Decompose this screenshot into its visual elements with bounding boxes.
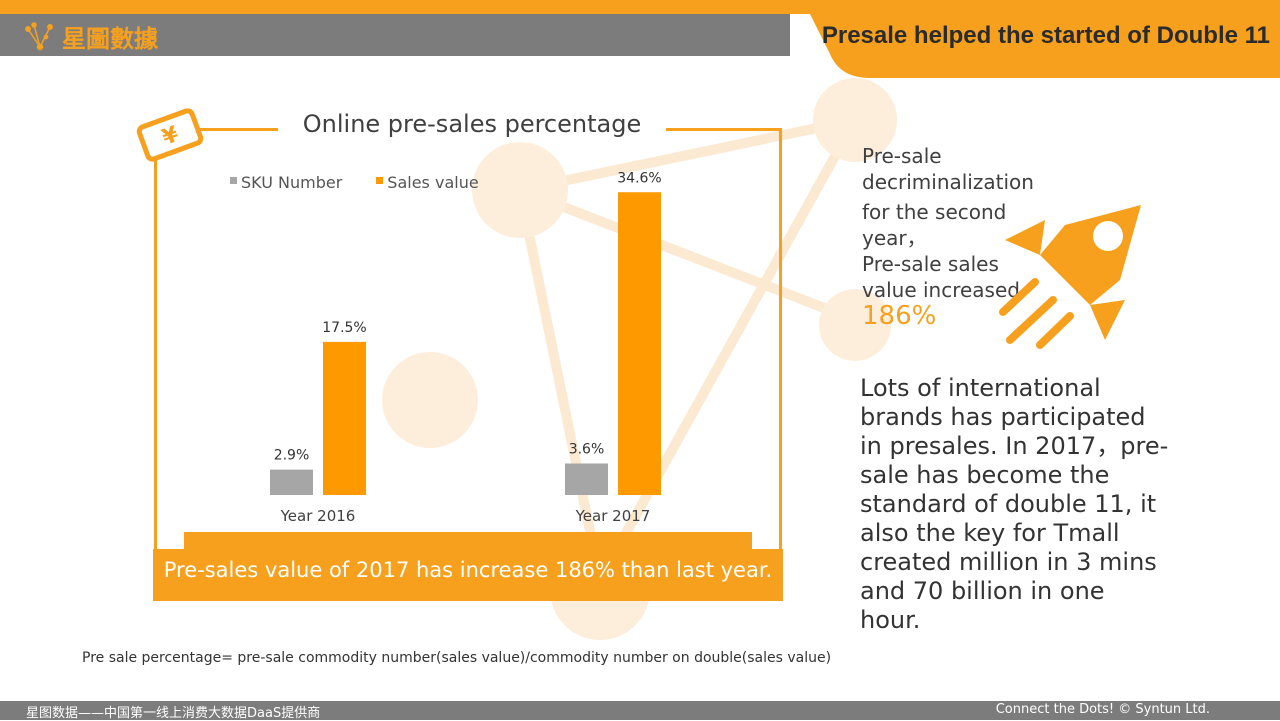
data-label-sales-0: 17.5% [322,320,366,336]
bar-sales-1 [618,192,661,495]
frame-title-gap [278,120,666,136]
data-label-sku-1: 3.6% [569,442,605,458]
summary-line-3: for the second year， [862,200,1007,250]
x-tick-label-1: Year 2017 [575,507,651,525]
legend-item-sku: SKU Number [230,173,342,192]
summary-percent: 186% [862,301,937,331]
data-label-sales-1: 34.6% [617,170,661,186]
brands-description: Lots of international brands has partici… [860,374,1169,634]
header-gray-band [0,14,790,56]
legend-label-sku: SKU Number [241,173,343,192]
note-box [153,549,783,601]
summary-line-1: Pre-sale [862,144,942,168]
note-tab [184,532,752,552]
title-tab-shape [810,14,1280,78]
constellation-logo-icon [25,22,53,51]
bar-sku-1 [565,463,608,495]
chart-legend: SKU Number Sales value [230,173,479,192]
data-label-sku-0: 2.9% [274,448,310,464]
summary-line-4: Pre-sale sales [862,252,999,276]
legend-swatch-sku [230,177,237,184]
bar-sku-0 [270,469,313,495]
logo-text: 星圖數據 [62,24,158,53]
footer-bar [0,701,1280,720]
x-tick-label-0: Year 2016 [280,507,356,525]
presale-summary: Pre-sale decriminalization for the secon… [862,143,1072,329]
summary-line-2: decriminalization [862,170,1034,194]
summary-line-5: value increased [862,278,1020,302]
yuan-ticket-icon: ¥ [136,108,204,162]
rocket-icon [999,205,1141,349]
logo: 星圖數據 [24,16,158,56]
footer-copyright: Connect the Dots! © Syntun Ltd. [995,702,1210,717]
page-title: Presale helped the started of Double 11 [821,22,1270,49]
legend-label-sales: Sales value [387,173,479,192]
legend-item-sales: Sales value [376,173,479,192]
top-accent-band [0,0,1280,14]
footnote-formula: Pre sale percentage= pre-sale commodity … [82,650,832,666]
note-text: Pre-sales value of 2017 has increase 186… [163,558,773,582]
bar-sales-0 [323,341,366,495]
legend-swatch-sales [376,177,384,184]
chart-title: Online pre-sales percentage [302,110,642,138]
footer-tagline: 星图数据——中国第一线上消费大数据DaaS提供商 [26,706,321,721]
